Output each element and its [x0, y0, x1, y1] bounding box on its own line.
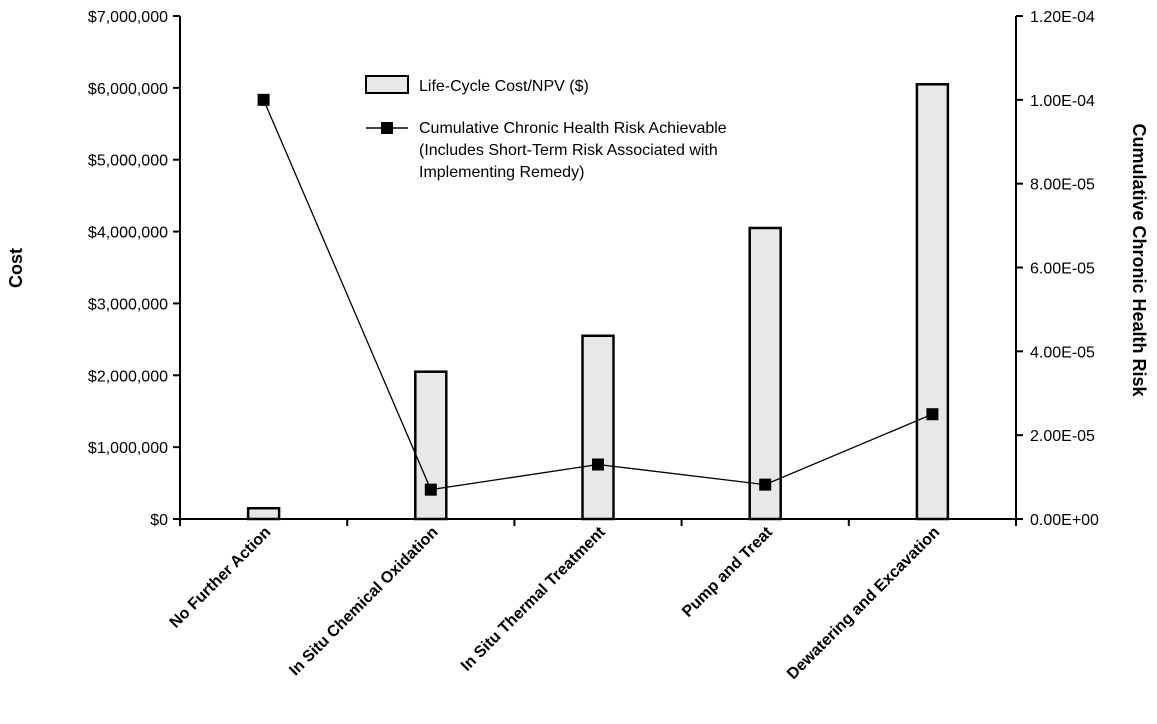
cost-bar	[748, 226, 782, 521]
right-tick-label: 0.00E+00	[1030, 512, 1099, 529]
risk-marker	[424, 483, 437, 496]
category-label: Pump and Treat	[679, 523, 776, 620]
cost-bar	[915, 83, 950, 521]
cost-bar	[414, 370, 448, 521]
left-tick-label: $2,000,000	[88, 368, 168, 385]
legend: Life-Cycle Cost/NPV ($) Cumulative Chron…	[365, 75, 727, 181]
left-tick-label: $1,000,000	[88, 440, 168, 457]
category-label: No Further Action	[167, 524, 275, 632]
right-tick-label: 4.00E-05	[1030, 344, 1095, 361]
right-tick-label: 1.20E-04	[1030, 9, 1095, 26]
legend-line-label-1: Cumulative Chronic Health Risk Achievabl…	[419, 120, 727, 137]
cost-bar	[246, 506, 281, 521]
y2-axis-title: Cumulative Chronic Health Risk	[1129, 123, 1149, 397]
legend-bar-label: Life-Cycle Cost/NPV ($)	[419, 78, 589, 95]
right-tick-label: 2.00E-05	[1030, 428, 1095, 445]
left-tick-label: $4,000,000	[88, 225, 168, 242]
category-ticks	[179, 519, 1017, 526]
risk-marker	[257, 93, 270, 106]
right-tick-label: 8.00E-05	[1030, 177, 1095, 194]
axes	[179, 16, 1017, 520]
cost-bar	[581, 334, 615, 521]
legend-line-marker	[381, 122, 393, 134]
left-tick-label: $7,000,000	[88, 9, 168, 26]
legend-line-label-2: (Includes Short-Term Risk Associated wit…	[419, 142, 718, 159]
right-tick-label: 1.00E-04	[1030, 93, 1095, 110]
right-tick-label: 6.00E-05	[1030, 261, 1095, 278]
left-tick-label: $5,000,000	[88, 153, 168, 170]
left-tick-label: $0	[150, 512, 168, 529]
risk-marker	[926, 408, 939, 421]
risk-marker	[759, 478, 772, 491]
bars	[246, 83, 950, 521]
left-axis-ticks: $0 $1,000,000 $2,000,000 $3,000,000 $4,000,0…	[88, 9, 180, 529]
y-axis-title: Cost	[6, 248, 26, 288]
category-label: In Situ Thermal Treatment	[458, 523, 609, 674]
category-label: In Situ Chemical Oxidation	[286, 524, 441, 679]
left-tick-label: $6,000,000	[88, 81, 168, 98]
risk-marker	[592, 458, 604, 471]
left-tick-label: $3,000,000	[88, 296, 168, 313]
right-axis-ticks: 0.00E+00 2.00E-05 4.00E-05 6.00E-05 8.00E-05…	[1016, 9, 1099, 529]
legend-line-label-3: Implementing Remedy)	[419, 164, 584, 181]
risk-markers	[257, 93, 939, 496]
category-label: Dewatering and Excavation	[784, 524, 943, 683]
category-labels: No Further Action In Situ Chemical Oxidat…	[167, 523, 944, 683]
legend-bar-swatch	[365, 75, 409, 94]
